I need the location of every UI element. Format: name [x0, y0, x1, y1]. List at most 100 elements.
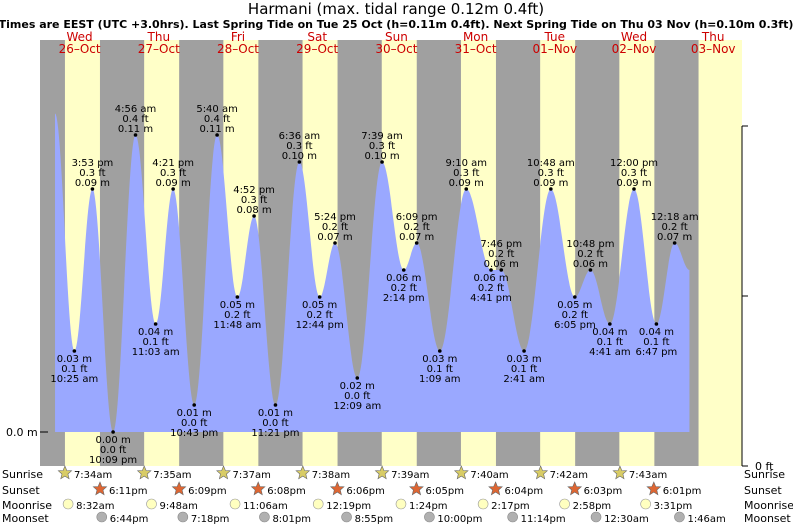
tide-time-label: 11:21 pm [251, 428, 299, 439]
tide-height-m-label: 0.11 m [199, 124, 234, 135]
tide-height-m-label: 0.09 m [616, 178, 651, 189]
moonset-time: 11:14pm [521, 514, 566, 525]
tide-time-label: 6:09 pm [396, 212, 438, 223]
tide-point [672, 241, 677, 245]
sunset-time: 6:09pm [188, 486, 227, 497]
sunrise-time: 7:42am [550, 470, 588, 481]
tide-point [489, 268, 493, 272]
tide-time-label: 1:09 am [419, 374, 461, 385]
tide-point [654, 322, 659, 326]
sunrise-time: 7:35am [153, 470, 191, 481]
daylight-band [698, 40, 742, 466]
tide-time-label: 11:48 am [213, 320, 261, 331]
tide-height-m-label: 0.10 m [282, 151, 317, 162]
sunrise-star-icon [57, 465, 73, 480]
tide-height-ft-label: 0.3 ft [621, 168, 647, 179]
tide-time-label: 7:39 am [361, 131, 403, 142]
sunrise-time: 7:40am [470, 470, 508, 481]
day-name: Thu [147, 30, 171, 44]
tide-point [252, 214, 256, 218]
moonrise-time: 2:17pm [491, 501, 530, 512]
tide-point [72, 349, 77, 353]
tide-height-m-label: 0.00 m [96, 435, 131, 446]
day-name: Sun [385, 30, 408, 44]
moonset-icon [177, 511, 189, 523]
row-label-left: Sunset [2, 484, 40, 497]
day-date: 01–Nov [532, 42, 577, 56]
tide-height-ft-label: 0.3 ft [286, 141, 312, 152]
tide-time-label: 6:05 pm [554, 320, 596, 331]
sunrise-star-icon [136, 465, 152, 480]
day-date: 27–Oct [138, 42, 180, 56]
tide-height-ft-label: 0.1 ft [61, 364, 87, 375]
sunrise-time: 7:43am [629, 470, 667, 481]
tide-point [414, 241, 419, 245]
tide-time-label: 2:14 pm [383, 293, 425, 304]
tide-time-label: 5:24 pm [314, 212, 356, 223]
tide-height-m-label: 0.11 m [118, 124, 153, 135]
moonrise-time: 2:58pm [573, 501, 612, 512]
tide-height-ft-label: 0.1 ft [427, 364, 453, 375]
tide-height-m-label: 0.08 m [236, 205, 271, 216]
tide-height-ft-label: 0.2 ft [478, 283, 504, 294]
sunset-time: 6:03pm [584, 486, 623, 497]
row-label-left: Sunrise [2, 468, 43, 481]
tide-height-m-label: 0.06 m [573, 259, 608, 270]
sunset-star-icon [250, 481, 266, 496]
tide-point [333, 241, 337, 245]
tide-time-label: 10:43 pm [170, 428, 218, 439]
row-labels: Sunrise Sunrise Sunset Sunset Moonrise Moonri… [2, 468, 793, 525]
sunrise-star-icon [374, 465, 390, 480]
tide-height-ft-label: 0.2 ft [577, 249, 603, 260]
sunset-star-icon [171, 481, 187, 496]
moonset-icon [424, 511, 435, 523]
moonset-icon [259, 511, 270, 523]
tide-height-m-label: 0.01 m [258, 408, 293, 419]
sunset-star-icon [646, 481, 662, 496]
tide-point [588, 268, 593, 272]
tide-point [153, 322, 158, 326]
tide-height-m-label: 0.09 m [75, 178, 110, 189]
tide-height-ft-label: 0.3 ft [369, 141, 395, 152]
tide-time-label: 10:48 am [527, 158, 575, 169]
day-name: Wed [67, 30, 93, 44]
sunrise-star-icon [612, 465, 628, 480]
tide-point [317, 295, 322, 299]
tide-height-ft-label: 0.2 ft [562, 310, 588, 321]
sunrise-star-icon [533, 465, 549, 480]
day-name: Fri [231, 30, 245, 44]
tide-height-m-label: 0.06 m [473, 273, 508, 284]
sunset-star-icon [409, 481, 424, 496]
sunset-star-icon [567, 481, 583, 496]
sunrise-time: 7:39am [391, 470, 429, 481]
tide-height-ft-label: 0.4 ft [122, 114, 148, 125]
tide-point [438, 349, 442, 353]
sunset-time: 6:06pm [346, 486, 385, 497]
sunset-star-icon [488, 481, 503, 496]
tide-height-m-label: 0.05 m [302, 300, 337, 311]
tide-height-ft-label: 0.2 ft [306, 310, 332, 321]
tide-height-m-label: 0.04 m [138, 327, 173, 338]
tide-height-m-label: 0.09 m [533, 178, 568, 189]
tide-time-label: 2:41 am [503, 374, 545, 385]
tide-height-m-label: 0.07 m [399, 232, 434, 243]
tide-point [235, 295, 240, 299]
tide-height-m-label: 0.06 m [484, 259, 519, 270]
tide-time-label: 6:47 pm [636, 347, 678, 358]
tide-height-ft-label: 0.3 ft [79, 168, 105, 179]
tide-height-ft-label: 0.2 ft [224, 310, 250, 321]
tide-height-ft-label: 0.0 ft [344, 391, 370, 402]
tide-point [297, 160, 302, 164]
moonrise-icon [477, 498, 489, 510]
moonset-icon [590, 511, 602, 523]
tide-height-ft-label: 0.1 ft [511, 364, 537, 375]
chart-subtitle: Times are EEST (UTC +3.0hrs). Last Sprin… [0, 18, 793, 31]
tide-point [522, 349, 526, 353]
day-date: 26–Oct [59, 42, 101, 56]
tide-height-ft-label: 0.3 ft [453, 168, 479, 179]
tide-time-label: 10:48 pm [566, 239, 614, 250]
row-label-right: Moonset [744, 512, 791, 525]
tide-height-ft-label: 0.1 ft [643, 337, 669, 348]
tide-height-m-label: 0.07 m [317, 232, 352, 243]
